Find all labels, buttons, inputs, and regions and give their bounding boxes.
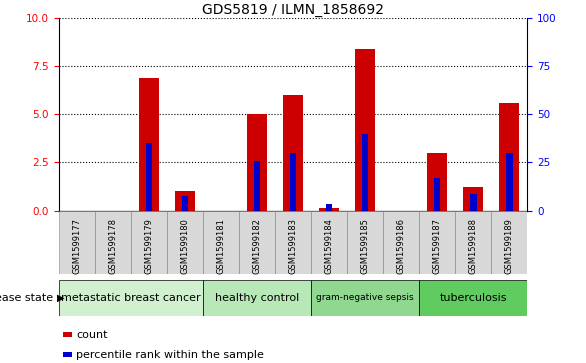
Bar xyxy=(182,196,188,211)
Bar xyxy=(289,153,297,211)
Text: GSM1599178: GSM1599178 xyxy=(108,218,117,274)
Bar xyxy=(311,280,419,316)
Bar xyxy=(383,211,419,274)
Bar xyxy=(506,153,513,211)
Bar xyxy=(203,280,311,316)
Text: GSM1599189: GSM1599189 xyxy=(505,218,514,274)
Text: GSM1599183: GSM1599183 xyxy=(288,218,298,274)
Text: percentile rank within the sample: percentile rank within the sample xyxy=(76,350,264,360)
Bar xyxy=(326,204,332,211)
Text: GSM1599180: GSM1599180 xyxy=(180,218,189,274)
Bar xyxy=(59,211,95,274)
Bar xyxy=(145,143,152,211)
Text: tuberculosis: tuberculosis xyxy=(440,293,507,303)
Bar xyxy=(427,153,447,211)
Text: GSM1599186: GSM1599186 xyxy=(397,218,406,274)
Bar xyxy=(311,211,347,274)
Text: GSM1599181: GSM1599181 xyxy=(216,218,226,274)
Bar xyxy=(499,103,519,211)
Bar xyxy=(275,211,311,274)
Bar xyxy=(455,211,491,274)
Bar xyxy=(419,280,527,316)
Text: ▶: ▶ xyxy=(57,293,65,303)
Title: GDS5819 / ILMN_1858692: GDS5819 / ILMN_1858692 xyxy=(202,3,384,17)
Bar xyxy=(131,211,167,274)
Bar xyxy=(491,211,527,274)
Text: GSM1599182: GSM1599182 xyxy=(253,218,261,274)
Text: GSM1599184: GSM1599184 xyxy=(325,218,333,274)
Bar xyxy=(464,187,483,211)
Text: GSM1599177: GSM1599177 xyxy=(72,218,81,274)
Bar xyxy=(203,211,239,274)
Text: GSM1599179: GSM1599179 xyxy=(144,218,154,274)
Bar xyxy=(139,78,159,211)
Text: GSM1599185: GSM1599185 xyxy=(360,218,370,274)
Text: disease state: disease state xyxy=(0,293,53,303)
Bar xyxy=(167,211,203,274)
Text: count: count xyxy=(76,330,108,340)
Bar xyxy=(239,211,275,274)
Bar xyxy=(419,211,455,274)
Bar xyxy=(254,160,260,211)
Text: healthy control: healthy control xyxy=(215,293,299,303)
Bar xyxy=(362,134,369,211)
Bar xyxy=(347,211,383,274)
Text: GSM1599188: GSM1599188 xyxy=(469,218,478,274)
Bar xyxy=(283,95,303,211)
Bar xyxy=(470,194,476,211)
Bar xyxy=(355,49,375,211)
Bar xyxy=(95,211,131,274)
Text: gram-negative sepsis: gram-negative sepsis xyxy=(316,293,414,302)
Bar xyxy=(175,191,195,211)
Text: metastatic breast cancer: metastatic breast cancer xyxy=(61,293,200,303)
Bar xyxy=(247,114,267,211)
Bar xyxy=(63,352,71,357)
Bar xyxy=(63,332,71,338)
Bar xyxy=(59,280,203,316)
Text: GSM1599187: GSM1599187 xyxy=(432,218,442,274)
Bar xyxy=(319,208,339,211)
Bar xyxy=(434,178,441,211)
